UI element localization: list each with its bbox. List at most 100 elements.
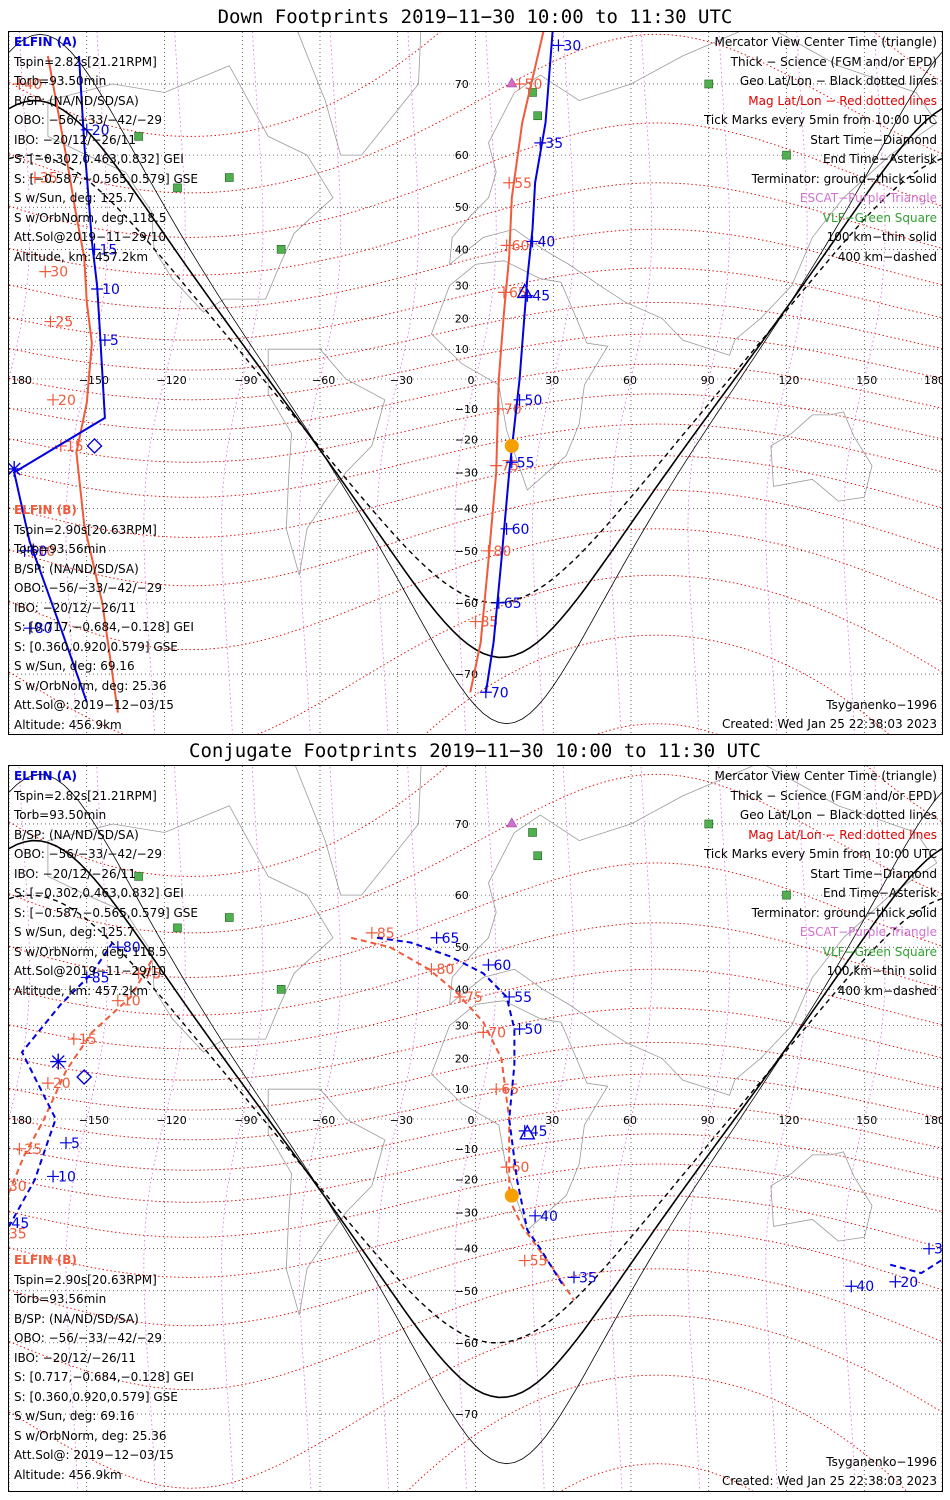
mag-latitude-line <box>9 773 942 934</box>
conjugate-footprints-map: 180 −150 −120 −90 −60 −30 0 30 60 90 120 150 180 70 60… <box>8 765 943 1492</box>
lat-tick-label: −20 <box>455 434 478 447</box>
elfin-a-line: IBO: −20/12/−26/11 <box>14 132 136 147</box>
legend-item: 400 km−dashed <box>837 249 937 264</box>
elfin-a-track-tick <box>60 1136 73 1149</box>
lat-tick-label: −40 <box>455 503 478 516</box>
legend-item: Mag Lat/Lon − Red dotted lines <box>748 827 937 842</box>
lon-tick-label: 0 <box>468 374 475 387</box>
terminator-400km <box>9 154 942 604</box>
elfin-b-line: Torb=93.56min <box>14 1292 107 1306</box>
mag-latitude-line <box>9 489 942 587</box>
elfin-a-track-tick-label: 10 <box>58 1169 76 1185</box>
elfin-a-track-tick-label: 80 <box>123 940 141 956</box>
elfin-b-track-tick-label: 15 <box>79 1032 97 1048</box>
elfin-b-track-tick <box>132 967 145 980</box>
elfin-b-track-tick-label: 55 <box>530 1254 548 1270</box>
elfin-a-line: S: [−0.302,0.463,0.832] GEI <box>14 886 184 900</box>
vlf-square <box>224 173 234 182</box>
elfin-a-track-tick-label: 5 <box>110 333 119 349</box>
elfin-b-track-tick <box>492 402 505 415</box>
elfin-b-line: S: [0.717,−0.684,−0.128] GEI <box>14 620 194 634</box>
lat-tick-label: −40 <box>455 1243 478 1256</box>
elfin-a-track-tick <box>845 1280 858 1293</box>
elfin-a-line: IBO: −20/12/−26/11 <box>14 866 136 881</box>
continent-outline <box>770 411 873 502</box>
mag-latitude-line <box>9 455 942 538</box>
mag-latitude-line <box>9 1007 942 1081</box>
legend-item: Geo Lat/Lon − Black dotted lines <box>739 74 937 88</box>
elfin-b-track-tick-label: 65 <box>509 285 527 301</box>
elfin-a-track-tick-label: 50 <box>525 393 543 409</box>
elfin-a-line: B/SP: (NA/ND/SD/SA) <box>14 93 139 108</box>
elfin-a-track-tick-label: 15 <box>100 242 118 258</box>
elfin-b-line: Tspin=2.90s[20.63RPM] <box>14 1272 157 1287</box>
elfin-a-line: S w/OrbNorm, deg: 118.5 <box>14 210 167 225</box>
lat-tick-label: 30 <box>455 280 469 293</box>
legend-item: ESCAT−Purple Triangle <box>799 191 937 205</box>
elfin-a-track-tick <box>9 1222 13 1224</box>
elfin-a-track-tick <box>430 931 443 944</box>
lat-tick-label: 40 <box>455 243 469 256</box>
elfin-a-track-tick <box>47 1170 60 1183</box>
elfin-b-track-tick-label: 75 <box>465 990 483 1006</box>
vlf-square <box>276 985 286 994</box>
sun-icon <box>504 1188 519 1203</box>
mag-latitude-line <box>9 228 942 310</box>
down-footprints-map: 180 −150 −120 −90 −60 −30 0 30 60 90 120 150 180 70 60… <box>8 31 943 735</box>
created-label: Created: Wed Jan 25 22:38:03 2023 <box>722 717 937 731</box>
elfin-a-track-tick <box>567 1271 580 1284</box>
elfin-a-line: Tspin=2.82s[21.21RPM] <box>14 788 157 803</box>
lon-tick-label: 120 <box>779 1114 800 1127</box>
elfin-a-track-tick <box>88 243 101 256</box>
legend-item: Terminator: ground−thick solid <box>751 905 937 920</box>
elfin-b-info: ELFIN (B) Tspin=2.90s[20.63RPM] Torb=93.… <box>14 1253 194 1487</box>
lat-tick-label: −70 <box>455 1408 478 1421</box>
lon-tick-label: −120 <box>157 1114 187 1127</box>
elfin-b-track <box>350 936 575 1301</box>
elfin-b-track-tick-label: 35 <box>40 171 58 187</box>
center-triangle <box>519 1124 536 1140</box>
escat-triangle <box>506 77 518 88</box>
legend-item: 100 km−thin solid <box>826 964 937 978</box>
panel-title-down: Down Footprints 2019−11−30 10:00 to 11:3… <box>217 6 733 28</box>
elfin-b-track-tick-label: 65 <box>501 1082 519 1098</box>
vlf-square <box>134 872 143 881</box>
elfin-b-track-tick <box>47 393 60 406</box>
elfin-b-track-tick-label: 70 <box>488 1025 506 1041</box>
lat-tick-label: 20 <box>455 312 469 325</box>
lon-tick-label: 30 <box>545 374 559 387</box>
lat-tick-label: −60 <box>455 1337 478 1350</box>
lat-tick-label: −20 <box>455 1174 478 1187</box>
elfin-b-track-tick <box>111 994 124 1007</box>
elfin-b-track-tick <box>39 265 52 278</box>
lon-tick-label: −120 <box>157 374 187 387</box>
legend-item: ESCAT−Purple Triangle <box>799 925 937 939</box>
lat-tick-label: −30 <box>455 1206 478 1219</box>
elfin-a-track-tick <box>505 456 518 469</box>
mag-latitude-line <box>560 1463 754 1491</box>
legend-item: Start Time−Diamond <box>810 132 937 147</box>
mag-latitude-line <box>9 267 942 341</box>
mag-latitude-line <box>9 1229 942 1327</box>
down-footprints-plot: 180 −150 −120 −90 −60 −30 0 30 60 90 120 150 180 70 60… <box>9 32 942 734</box>
elfin-b-track-tick <box>490 459 503 472</box>
mag-latitude-line <box>596 723 718 734</box>
elfin-b-track <box>46 55 119 713</box>
elfin-a-label: ELFIN (A) <box>14 35 77 49</box>
elfin-b-track-tick <box>41 1077 54 1090</box>
mag-latitude-line <box>9 766 942 877</box>
mag-latitude-line <box>9 33 942 194</box>
elfin-b-track-tick <box>44 315 57 328</box>
lon-tick-label: 180 <box>11 1114 32 1127</box>
elfin-b-line: Att.Sol@: 2019−12−03/15 <box>14 1448 174 1462</box>
elfin-b-line: S w/OrbNorm, deg: 25.36 <box>14 678 167 693</box>
start-diamond <box>86 437 103 454</box>
lat-tick-label: 50 <box>455 201 469 214</box>
mag-latitude-line <box>9 1041 942 1111</box>
continent-outline <box>47 805 334 1053</box>
elfin-b-line: IBO: −20/12/−26/11 <box>14 600 136 615</box>
elfin-b-track-tick-label: 15 <box>66 439 84 455</box>
lon-tick-label: −150 <box>79 374 109 387</box>
legend-item: Thick − Science (FGM and/or EPD) <box>730 54 937 69</box>
elfin-b-track-tick-label: 20 <box>58 393 76 409</box>
